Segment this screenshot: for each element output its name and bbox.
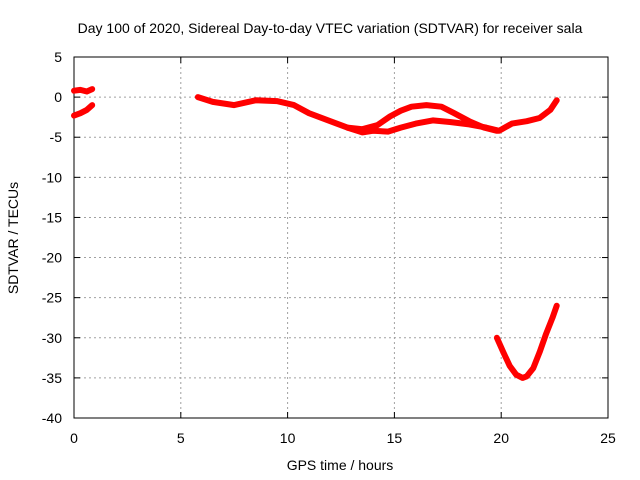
y-tick-label: -30 — [42, 330, 62, 346]
series-segment-2 — [194, 94, 500, 134]
series-segment-4 — [493, 302, 560, 381]
y-tick-label: -35 — [42, 370, 62, 386]
x-axis-label: GPS time / hours — [287, 457, 394, 473]
chart-title: Day 100 of 2020, Sidereal Day-to-day VTE… — [78, 20, 583, 36]
y-tick-label: 0 — [54, 89, 62, 105]
y-tick-label: -10 — [42, 169, 62, 185]
x-tick-label: 20 — [493, 430, 509, 446]
x-tick-label: 0 — [70, 430, 78, 446]
y-axis-label: SDTVAR / TECUs — [5, 182, 21, 294]
y-tick-label: -20 — [42, 250, 62, 266]
y-tick-label: -25 — [42, 290, 62, 306]
y-tick-label: 5 — [54, 49, 62, 65]
x-tick-label: 15 — [387, 430, 403, 446]
y-tick-label: -5 — [50, 129, 63, 145]
series-segment-3 — [344, 97, 560, 136]
x-tick-label: 10 — [280, 430, 296, 446]
series-segment-1b — [71, 102, 96, 119]
y-tick-label: -40 — [42, 410, 62, 426]
y-tick-label: -15 — [42, 209, 62, 225]
plot-area — [73, 56, 609, 419]
series-segment-1a — [71, 86, 96, 95]
x-tick-label: 25 — [600, 430, 616, 446]
x-tick-label: 5 — [177, 430, 185, 446]
